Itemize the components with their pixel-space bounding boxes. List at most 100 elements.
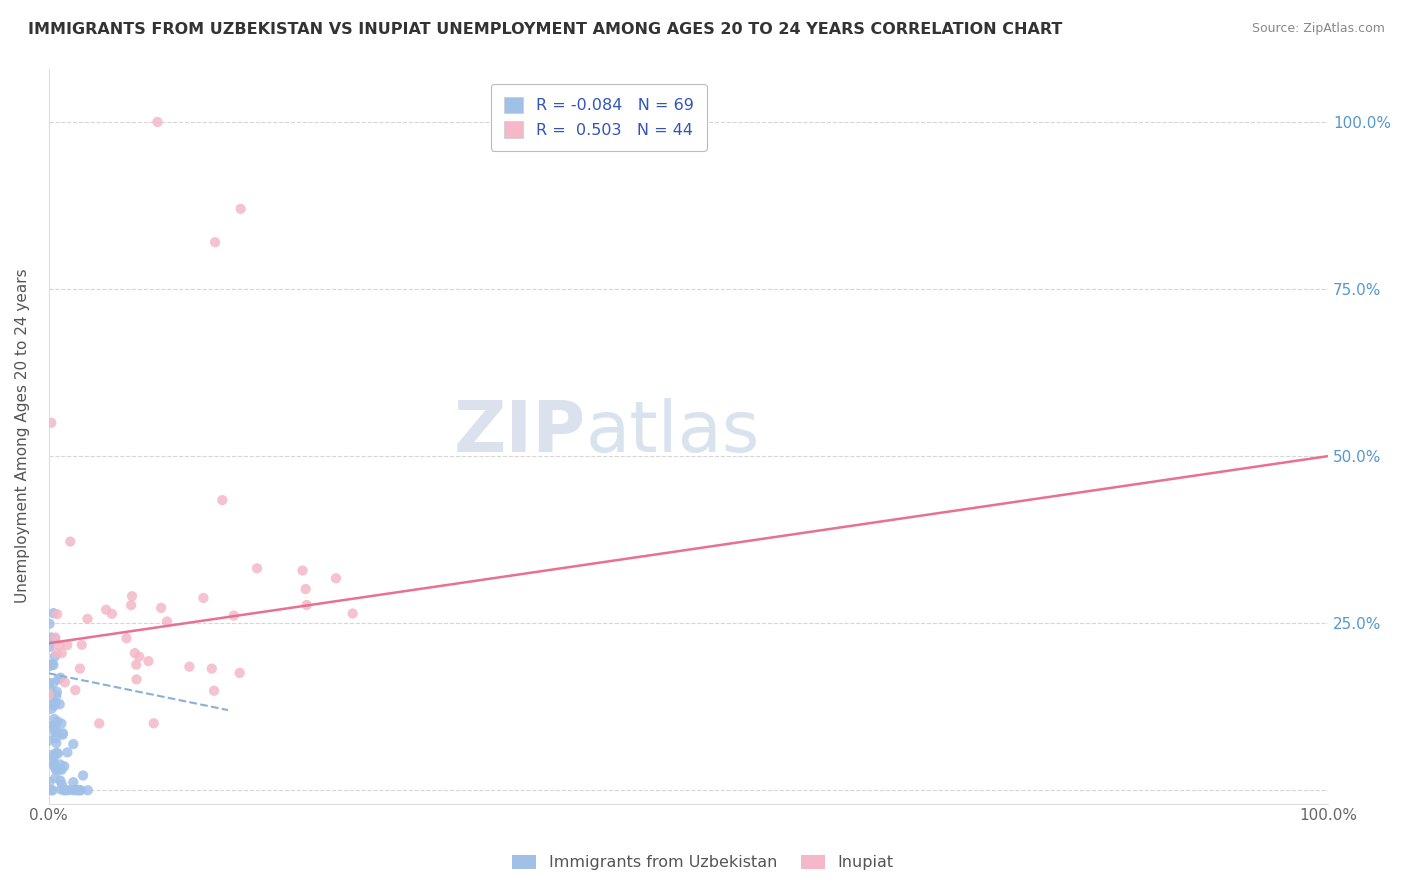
Point (45, 646, 67, 660)
Point (45, 746, 67, 760)
Point (44, 696, 66, 710)
Point (59, 534, 82, 549)
Point (38, 632, 60, 647)
Point (55, 783, 77, 797)
Point (38, 688, 60, 702)
Point (294, 582, 316, 596)
Point (56, 745, 79, 759)
Point (44, 698, 66, 713)
Legend: R = -0.084   N = 69, R =  0.503   N = 44: R = -0.084 N = 69, R = 0.503 N = 44 (491, 84, 707, 151)
Point (52, 783, 75, 797)
Point (56, 783, 79, 797)
Text: atlas: atlas (586, 398, 761, 467)
Point (101, 607, 124, 621)
Point (51, 716, 73, 731)
Point (46, 673, 69, 687)
Point (69, 783, 91, 797)
Point (229, 202, 252, 216)
Point (53, 759, 76, 773)
Point (41, 719, 63, 733)
Point (46, 607, 69, 622)
Point (115, 631, 138, 645)
Point (142, 716, 165, 731)
Point (41, 693, 63, 707)
Point (45, 731, 67, 746)
Point (44, 725, 66, 739)
Point (52, 728, 75, 742)
Point (42, 758, 65, 772)
Point (49, 757, 72, 772)
Point (62, 737, 84, 751)
Point (38, 659, 60, 673)
Point (128, 649, 150, 664)
Point (45, 685, 67, 699)
Point (222, 608, 245, 623)
Point (44, 721, 66, 735)
Point (48, 763, 70, 777)
Point (39, 416, 62, 430)
Point (44, 721, 66, 735)
Point (51, 646, 73, 660)
Legend: Immigrants from Uzbekistan, Inupiat: Immigrants from Uzbekistan, Inupiat (506, 848, 900, 877)
Point (38, 616, 60, 631)
Point (67, 783, 90, 797)
Point (67, 783, 90, 797)
Point (49, 773, 72, 788)
Point (150, 600, 173, 615)
Y-axis label: Unemployment Among Ages 20 to 24 years: Unemployment Among Ages 20 to 24 years (15, 268, 30, 603)
Point (41, 657, 63, 672)
Point (45, 762, 67, 776)
Point (42, 676, 65, 690)
Point (45, 763, 67, 777)
Point (42, 606, 65, 620)
Point (44, 649, 66, 664)
Point (96, 603, 118, 617)
Point (38, 733, 60, 747)
Point (44, 712, 66, 726)
Point (39, 783, 62, 797)
Point (45, 736, 67, 750)
Point (211, 493, 233, 508)
Point (38, 676, 60, 690)
Point (52, 726, 75, 740)
Point (204, 235, 226, 250)
Point (124, 646, 146, 660)
Point (53, 675, 76, 690)
Point (48, 639, 70, 653)
Point (89, 716, 111, 731)
Point (65, 683, 87, 698)
Point (121, 589, 143, 603)
Point (65, 783, 87, 797)
Point (45, 689, 67, 703)
Point (39, 631, 62, 645)
Point (41, 783, 63, 797)
Point (70, 638, 93, 652)
Point (342, 607, 364, 621)
Point (246, 561, 269, 575)
Point (202, 683, 225, 698)
Point (45, 725, 67, 739)
Point (72, 768, 94, 782)
Point (193, 591, 215, 605)
Point (41, 702, 63, 716)
Point (146, 115, 169, 129)
Point (46, 714, 69, 729)
Point (76, 612, 98, 626)
Point (39, 683, 62, 698)
Point (42, 750, 65, 764)
Text: IMMIGRANTS FROM UZBEKISTAN VS INUPIAT UNEMPLOYMENT AMONG AGES 20 TO 24 YEARS COR: IMMIGRANTS FROM UZBEKISTAN VS INUPIAT UN… (28, 22, 1063, 37)
Point (48, 697, 70, 711)
Point (325, 571, 347, 585)
Point (291, 564, 314, 578)
Point (49, 671, 72, 685)
Point (51, 778, 73, 792)
Point (44, 756, 66, 771)
Point (39, 658, 62, 673)
Text: ZIP: ZIP (454, 398, 586, 467)
Point (62, 783, 84, 797)
Point (41, 719, 63, 733)
Point (125, 657, 148, 672)
Point (295, 598, 318, 612)
Point (44, 771, 66, 785)
Point (76, 783, 98, 797)
